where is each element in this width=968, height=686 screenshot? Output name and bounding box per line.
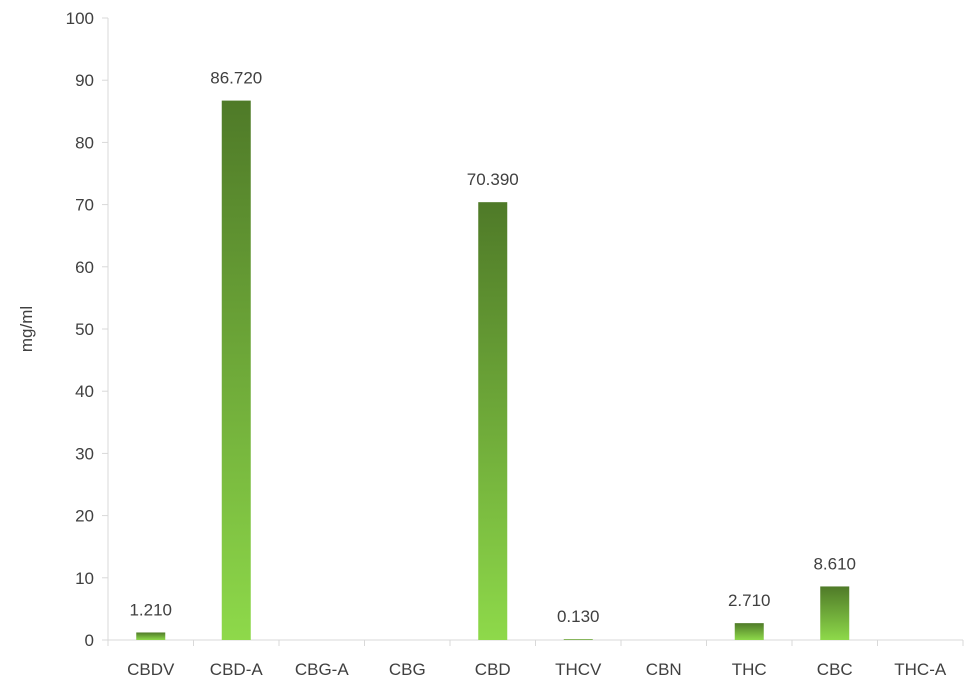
x-tick-label: CBDV: [127, 660, 175, 679]
y-tick-label: 70: [75, 196, 94, 215]
y-tick-label: 10: [75, 569, 94, 588]
bar-cbdv: [136, 632, 166, 640]
y-tick-label: 60: [75, 258, 94, 277]
y-tick-label: 0: [85, 631, 94, 650]
x-tick-label: CBC: [817, 660, 853, 679]
data-label-cbd-a: 86.720: [210, 69, 262, 88]
data-label-cbc: 8.610: [813, 554, 856, 573]
bar-cbc: [820, 586, 850, 640]
y-tick-label: 30: [75, 444, 94, 463]
y-tick-label: 40: [75, 382, 94, 401]
data-labels: 1.210 86.720 70.390 0.130 2.710 8.610: [129, 69, 856, 627]
y-axis-title: mg/ml: [17, 306, 36, 352]
x-tick-label: THC-A: [894, 660, 947, 679]
x-tick-label: THCV: [555, 660, 602, 679]
bars: [136, 100, 850, 640]
bar-cbd: [478, 202, 508, 640]
y-tick-label: 90: [75, 71, 94, 90]
data-label-cbdv: 1.210: [129, 600, 172, 619]
x-tick-label: CBD-A: [210, 660, 264, 679]
y-tick-label: 50: [75, 320, 94, 339]
data-label-thcv: 0.130: [557, 607, 600, 626]
y-tick-label: 20: [75, 507, 94, 526]
y-axis: 0 10 20 30 40 50 60 70 80 90 100: [66, 9, 109, 650]
bar-cbd-a: [221, 100, 251, 640]
x-tick-label: THC: [732, 660, 767, 679]
data-label-cbd: 70.390: [467, 170, 519, 189]
x-tick-label: CBG-A: [295, 660, 350, 679]
y-tick-label: 80: [75, 133, 94, 152]
x-tick-label: CBD: [475, 660, 511, 679]
bar-thc: [734, 623, 764, 640]
x-tick-label: CBG: [389, 660, 426, 679]
x-axis: CBDV CBD-A CBG-A CBG CBD THCV CBN THC CBC THC-A: [107, 639, 964, 679]
y-tick-label: 100: [66, 9, 94, 28]
bar-thcv: [563, 639, 593, 640]
data-label-thc: 2.710: [728, 591, 771, 610]
x-tick-label: CBN: [646, 660, 682, 679]
